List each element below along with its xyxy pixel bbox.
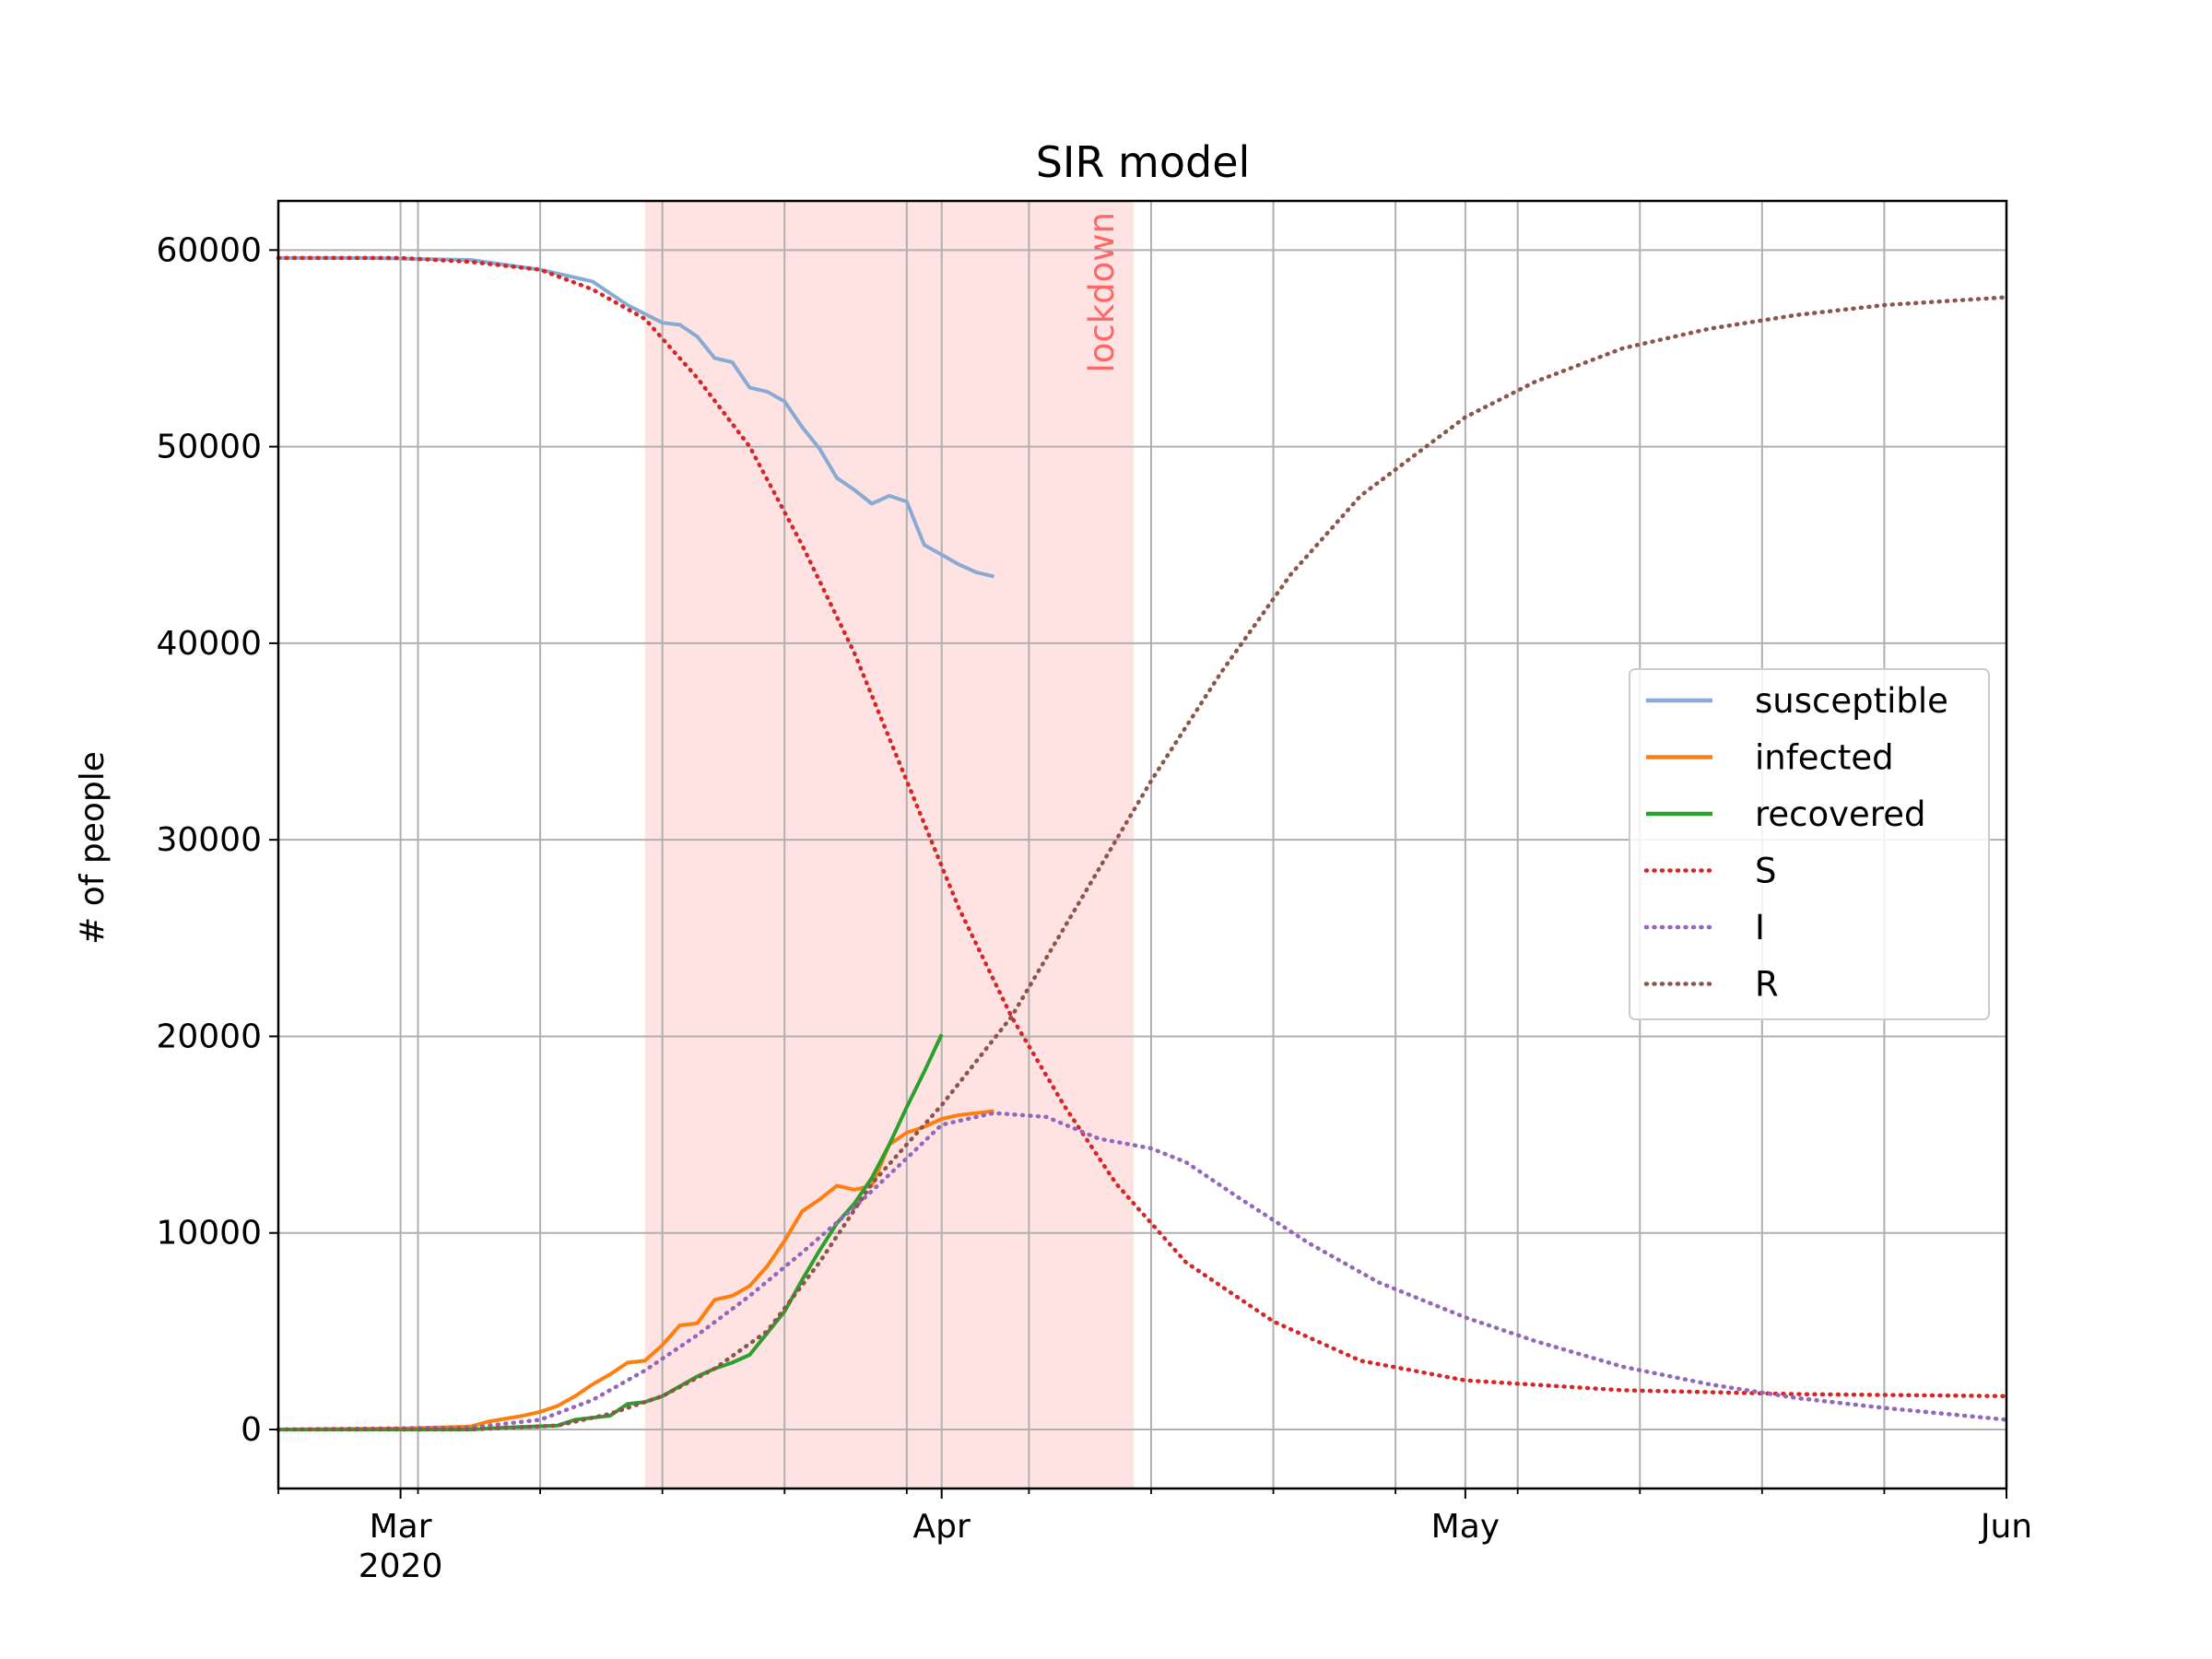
y-tick-label: 20000	[156, 1018, 262, 1055]
series-line-susceptible	[278, 255, 994, 579]
legend-label-infected: infected	[1755, 738, 1894, 778]
series-line-I	[276, 1111, 2009, 1432]
legend-label-recovered: recovered	[1755, 794, 1925, 834]
y-tick-label: 40000	[156, 625, 262, 663]
x-tick-sublabel: 2020	[359, 1547, 443, 1585]
y-axis-label: # of people	[74, 751, 112, 945]
lockdown-region	[644, 201, 1135, 1488]
x-tick-label: Apr	[913, 1508, 971, 1546]
chart-title: SIR model	[1036, 137, 1251, 187]
x-tick-label: May	[1431, 1508, 1500, 1546]
y-tick-label: 50000	[156, 429, 262, 466]
y-tick-label: 0	[241, 1411, 262, 1449]
series-line-R	[276, 295, 2009, 1432]
series-line-S	[276, 255, 2009, 1399]
series-line-recovered	[278, 1033, 944, 1431]
legend-label-S: S	[1755, 852, 1777, 891]
legend-label-I: I	[1755, 908, 1765, 947]
x-tick-label: Mar	[370, 1508, 432, 1546]
x-tick-label: Jun	[1979, 1508, 2032, 1546]
legend: susceptible infected recovered SIR	[1629, 668, 1990, 1020]
plot-frame	[276, 199, 2008, 1490]
y-tick-label: 30000	[156, 821, 262, 859]
lockdown-label: lockdown	[1082, 212, 1122, 373]
legend-label-R: R	[1755, 965, 1779, 1005]
legend-label-susceptible: susceptible	[1755, 681, 1948, 721]
legend-box	[1629, 668, 1990, 1020]
shade-layer: lockdown	[644, 201, 1135, 1488]
y-tick-label: 10000	[156, 1215, 262, 1253]
y-tick-label: 60000	[156, 231, 262, 269]
series-layer	[276, 255, 2009, 1432]
